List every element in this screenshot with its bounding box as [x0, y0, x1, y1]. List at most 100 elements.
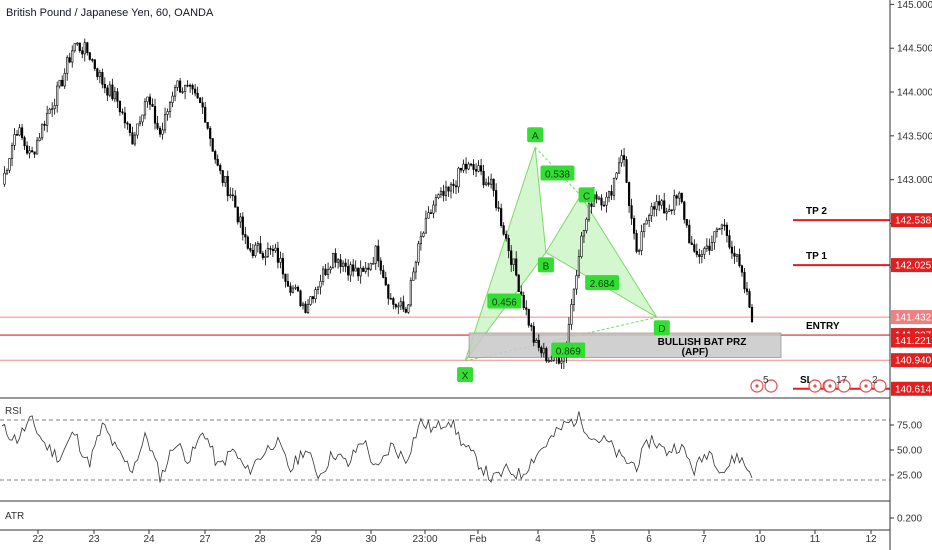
candle-body	[103, 83, 106, 89]
candle-body	[607, 191, 611, 198]
x-tick-label: 23	[88, 534, 100, 545]
event-marker[interactable]	[764, 379, 778, 393]
candle-body	[577, 256, 581, 276]
candle-body	[535, 340, 538, 343]
event-marker[interactable]	[837, 379, 851, 393]
candle-body	[56, 85, 59, 106]
candle-body	[234, 195, 237, 208]
level-price-tag	[891, 258, 932, 273]
candle-body	[419, 236, 422, 245]
candle-body	[279, 257, 282, 263]
pattern-point-label: D	[658, 324, 665, 335]
candle-body	[301, 303, 305, 306]
candle-body	[720, 224, 723, 230]
candle-body	[638, 250, 641, 252]
x-tick-label: 28	[254, 534, 266, 545]
event-marker[interactable]	[873, 379, 887, 393]
candle-body	[454, 185, 458, 188]
candle-body	[48, 108, 51, 114]
level-price-tag-text: 140.614	[895, 384, 932, 395]
candle-body	[429, 212, 433, 214]
candle-body	[477, 165, 480, 172]
candle-body	[442, 190, 445, 196]
candle-body	[231, 194, 234, 197]
candle-body	[138, 121, 142, 125]
candle-body	[612, 177, 616, 196]
candle-body	[748, 291, 751, 308]
rsi-tick-label: 75.00	[897, 421, 922, 432]
candle-body	[337, 259, 340, 263]
candle-body	[324, 268, 327, 276]
x-tick-label: 5	[590, 534, 596, 545]
candle-body	[173, 87, 177, 97]
candle-body	[121, 111, 124, 114]
x-tick-label: 11	[810, 534, 821, 545]
event-marker-count: 2	[872, 375, 878, 386]
candle-body	[648, 215, 651, 221]
event-marker-dot	[828, 384, 832, 388]
candle-body	[161, 129, 164, 135]
level-label: TP 2	[806, 206, 827, 217]
candle-body	[209, 128, 212, 139]
candle-body	[502, 225, 505, 235]
candle-body	[251, 249, 254, 256]
candle-body	[81, 50, 84, 55]
candle-body	[723, 224, 726, 227]
candle-body	[485, 182, 488, 186]
candle-body	[156, 122, 159, 129]
candle-body	[459, 167, 463, 171]
candle-body	[73, 43, 76, 52]
y-tick-label: 144.500	[897, 44, 932, 55]
y-tick-label: 144.000	[897, 88, 932, 99]
candle-body	[261, 253, 264, 258]
candle-body	[304, 303, 307, 313]
price-tags-layer: 142.538142.025141.227140.614141.432141.2…	[891, 213, 932, 396]
candle-body	[226, 175, 229, 197]
x-tick-label: 30	[365, 534, 377, 545]
candle-body	[645, 219, 648, 225]
candle-body	[474, 169, 478, 172]
candle-body	[525, 307, 528, 310]
price-tag-text: 140.940	[895, 356, 932, 367]
candle-body	[537, 340, 540, 348]
candle-body	[264, 256, 267, 258]
candle-body	[204, 106, 207, 123]
price-tag-text: 141.432	[895, 313, 932, 324]
y-tick-label: 143.000	[897, 175, 932, 186]
pattern-point-box	[457, 367, 474, 383]
y-tick-label: 143.500	[897, 131, 932, 142]
candle-body	[515, 258, 518, 276]
candle-body	[472, 164, 475, 170]
candle-body	[434, 197, 438, 206]
candle-body	[259, 243, 262, 254]
candle-body	[93, 59, 96, 69]
ratio-box	[487, 293, 522, 309]
candle-body	[464, 163, 468, 170]
candle-body	[700, 253, 703, 257]
candle-body	[151, 104, 154, 107]
candle-body	[540, 347, 543, 354]
x-tick-label: 7	[701, 534, 707, 545]
candle-body	[128, 123, 132, 133]
candle-body	[713, 231, 716, 243]
price-tag	[891, 310, 932, 325]
candle-body	[311, 296, 315, 300]
candle-body	[615, 172, 618, 179]
candle-body	[422, 232, 425, 237]
candle-body	[344, 262, 347, 267]
x-tick-label: 6	[646, 534, 652, 545]
candle-body	[184, 84, 187, 92]
candle-body	[735, 254, 739, 257]
candle-body	[414, 262, 417, 273]
candle-body	[650, 206, 653, 216]
candle-body	[665, 211, 668, 214]
pattern-point-label: A	[532, 131, 539, 142]
candle-body	[36, 140, 39, 155]
candle-body	[254, 244, 257, 256]
prz-box	[468, 332, 782, 358]
candle-body	[321, 268, 325, 282]
candle-body	[141, 114, 144, 123]
candle-body	[630, 205, 633, 219]
candle-body	[750, 306, 754, 323]
